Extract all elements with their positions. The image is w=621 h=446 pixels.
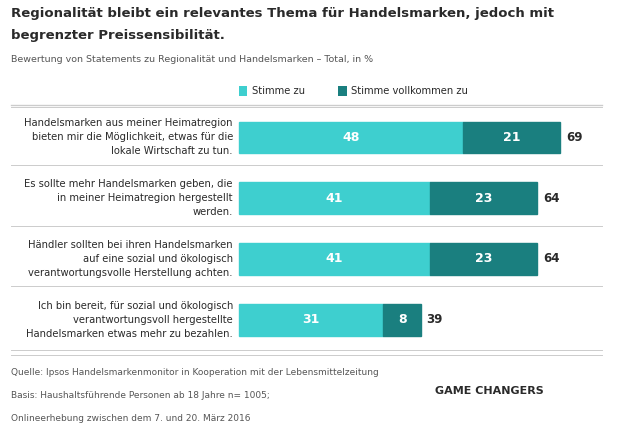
Text: Quelle: Ipsos Handelsmarkenmonitor in Kooperation mit der Lebensmittelzeitung: Quelle: Ipsos Handelsmarkenmonitor in Ko… [11, 368, 379, 377]
Bar [239, 304, 383, 335]
Text: 8: 8 [398, 313, 406, 326]
Text: Ich bin bereit, für sozial und ökologisch
verantwortungsvoll hergestellte
Handel: Ich bin bereit, für sozial und ökologisc… [26, 301, 233, 339]
Bar [239, 243, 430, 275]
Text: 48: 48 [342, 131, 360, 144]
Bar [430, 243, 537, 275]
Text: 21: 21 [503, 131, 520, 144]
Bar [239, 122, 463, 153]
Text: Stimme vollkommen zu: Stimme vollkommen zu [351, 86, 468, 96]
Text: 41: 41 [326, 192, 343, 205]
Text: Stimme zu: Stimme zu [252, 86, 305, 96]
Bar [430, 182, 537, 214]
Text: Bewertung von Statements zu Regionalität und Handelsmarken – Total, in %: Bewertung von Statements zu Regionalität… [11, 55, 373, 64]
Text: Es sollte mehr Handelsmarken geben, die
in meiner Heimatregion hergestellt
werde: Es sollte mehr Handelsmarken geben, die … [24, 179, 233, 217]
Text: GAME CHANGERS: GAME CHANGERS [435, 386, 543, 396]
Text: Basis: Haushaltsführende Personen ab 18 Jahre n= 1005;: Basis: Haushaltsführende Personen ab 18 … [11, 391, 270, 400]
Text: begrenzter Preissensibilität.: begrenzter Preissensibilität. [11, 29, 225, 42]
Text: Regionalität bleibt ein relevantes Thema für Handelsmarken, jedoch mit: Regionalität bleibt ein relevantes Thema… [11, 7, 554, 20]
Text: 64: 64 [543, 252, 560, 265]
Text: 23: 23 [475, 252, 492, 265]
Text: 31: 31 [302, 313, 320, 326]
Bar [383, 304, 421, 335]
Bar [463, 122, 560, 153]
Text: 64: 64 [543, 192, 560, 205]
Text: 69: 69 [566, 131, 582, 144]
Text: 41: 41 [326, 252, 343, 265]
Text: 39: 39 [426, 313, 443, 326]
Text: Handelsmarken aus meiner Heimatregion
bieten mir die Möglichkeit, etwas für die
: Handelsmarken aus meiner Heimatregion bi… [24, 119, 233, 157]
Text: Händler sollten bei ihren Handelsmarken
auf eine sozial und ökologisch
verantwor: Händler sollten bei ihren Handelsmarken … [28, 240, 233, 278]
Bar [239, 182, 430, 214]
Text: 23: 23 [475, 192, 492, 205]
Text: Onlineerhebung zwischen dem 7. und 20. März 2016: Onlineerhebung zwischen dem 7. und 20. M… [11, 414, 251, 423]
